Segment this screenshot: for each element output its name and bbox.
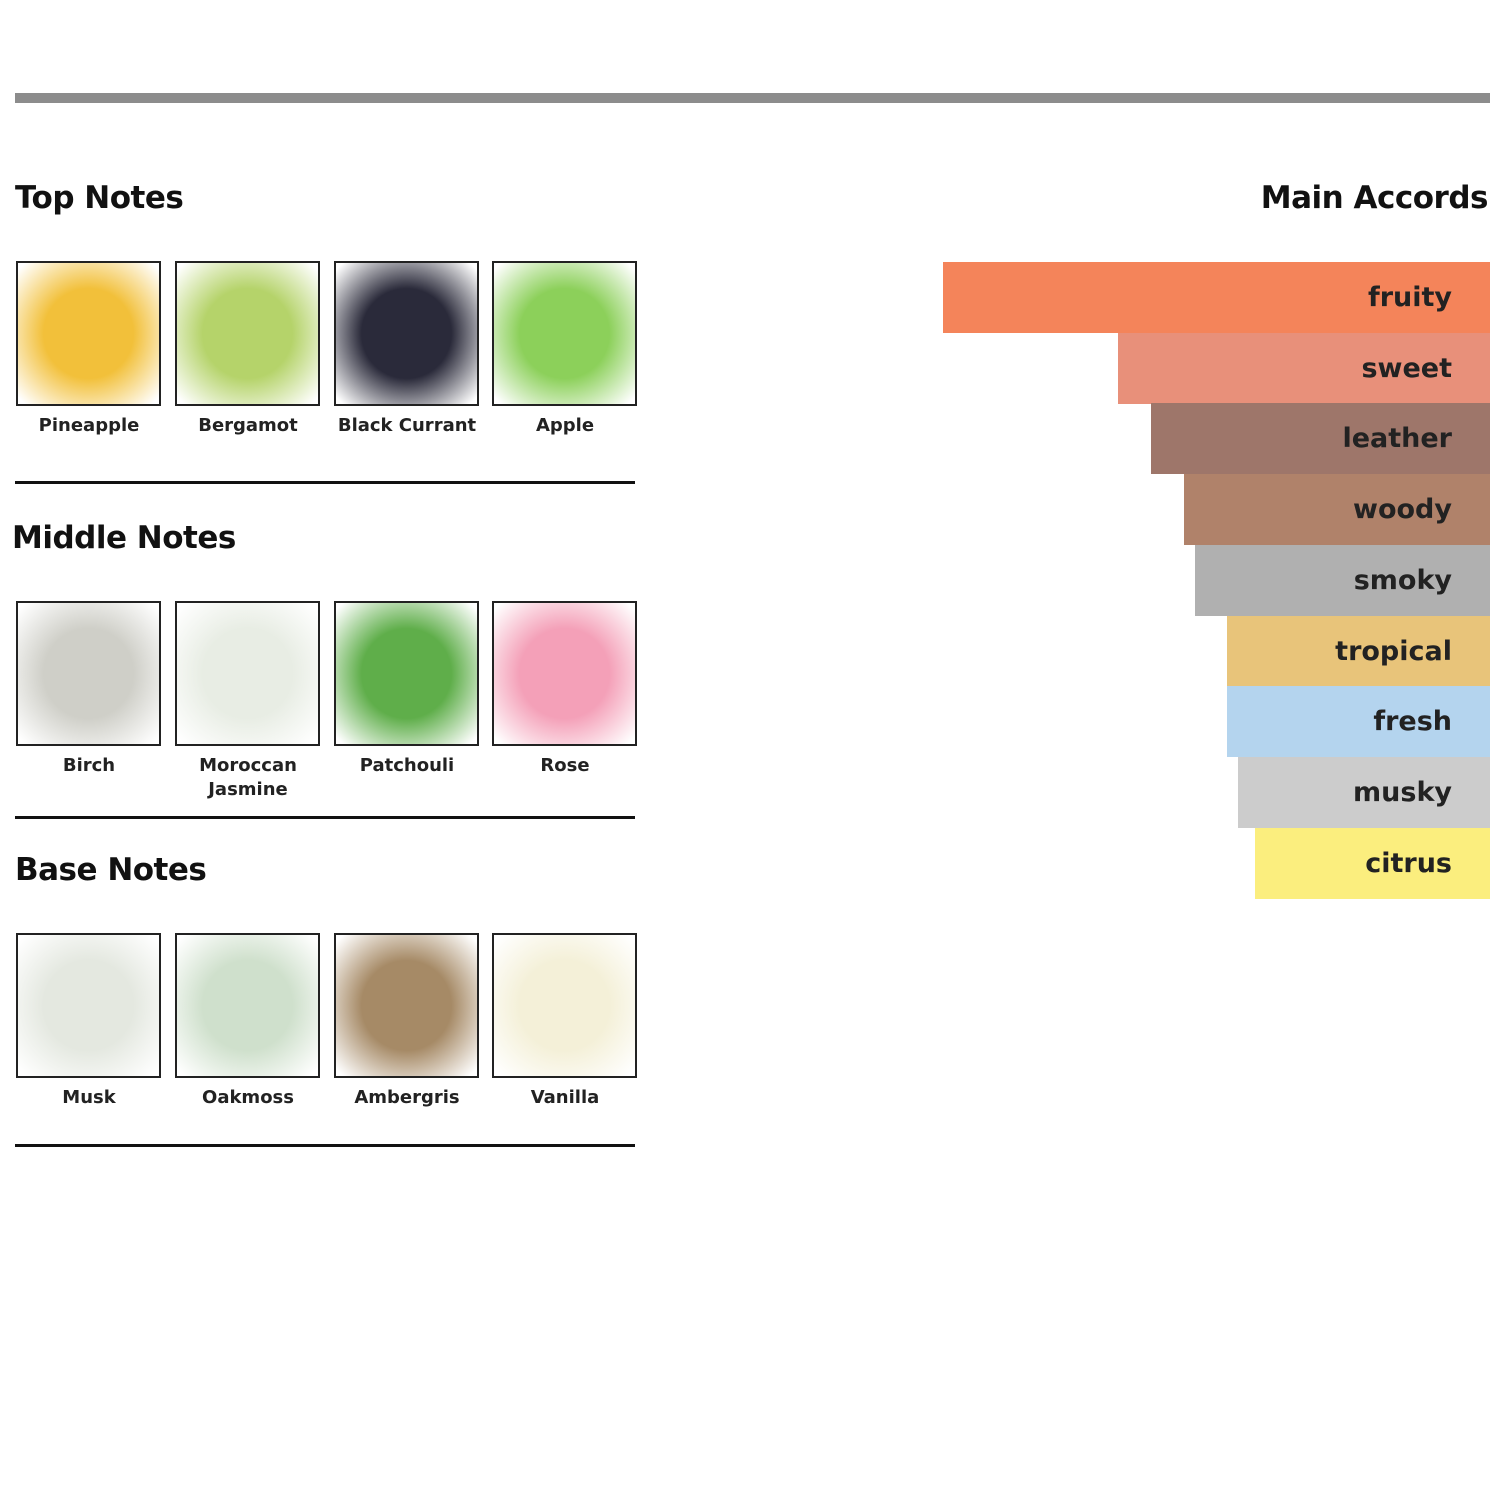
accord-label: smoky xyxy=(1353,564,1452,596)
note-image xyxy=(492,933,637,1078)
note-label: Moroccan Jasmine xyxy=(199,755,297,800)
accord-bar xyxy=(1118,332,1490,404)
note-image xyxy=(16,601,161,746)
chart-title: Main Accords xyxy=(1260,180,1489,216)
note-label: Oakmoss xyxy=(202,1087,294,1108)
note-image xyxy=(175,601,320,746)
accord-bar xyxy=(1238,756,1490,828)
note-image xyxy=(16,933,161,1078)
note-image xyxy=(492,601,637,746)
note-image xyxy=(16,261,161,406)
note-image xyxy=(175,933,320,1078)
accord-label: tropical xyxy=(1335,635,1452,667)
separator xyxy=(15,481,635,484)
note-label: Black Currant xyxy=(337,415,477,436)
note-image xyxy=(175,261,320,406)
section-heading: Middle Notes xyxy=(12,520,236,556)
accord-label: fruity xyxy=(1367,282,1452,313)
note-label: Patchouli xyxy=(359,755,455,776)
accord-bar xyxy=(1227,686,1490,758)
accord-label: woody xyxy=(1353,494,1452,526)
accord-label: musky xyxy=(1353,776,1452,808)
accord-bar xyxy=(943,262,1490,333)
note-label: Apple xyxy=(535,415,595,436)
accord-bar xyxy=(1227,615,1490,687)
note-label: Rose xyxy=(540,755,590,776)
note-label: Musk xyxy=(62,1087,116,1108)
accord-label: leather xyxy=(1342,423,1452,455)
section-heading: Top Notes xyxy=(15,180,184,216)
separator xyxy=(15,1144,635,1147)
note-label: Birch xyxy=(62,755,116,776)
accord-label: fresh xyxy=(1373,706,1452,738)
note-image xyxy=(492,261,637,406)
accord-bar xyxy=(1194,544,1490,616)
note-image xyxy=(334,933,479,1078)
note-image xyxy=(334,261,479,406)
note-label: Ambergris xyxy=(354,1087,460,1108)
accord-bar xyxy=(1254,827,1490,899)
accord-bar xyxy=(1183,474,1490,546)
note-label: Bergamot xyxy=(198,415,298,436)
note-label: Vanilla xyxy=(530,1087,600,1108)
accord-label: citrus xyxy=(1365,847,1452,879)
top-rule xyxy=(15,93,1490,103)
accord-bar xyxy=(1150,403,1490,475)
note-label: Pineapple xyxy=(38,415,140,436)
note-image xyxy=(334,601,479,746)
accord-label: sweet xyxy=(1361,352,1452,384)
separator xyxy=(15,816,635,819)
section-heading: Base Notes xyxy=(15,852,207,888)
